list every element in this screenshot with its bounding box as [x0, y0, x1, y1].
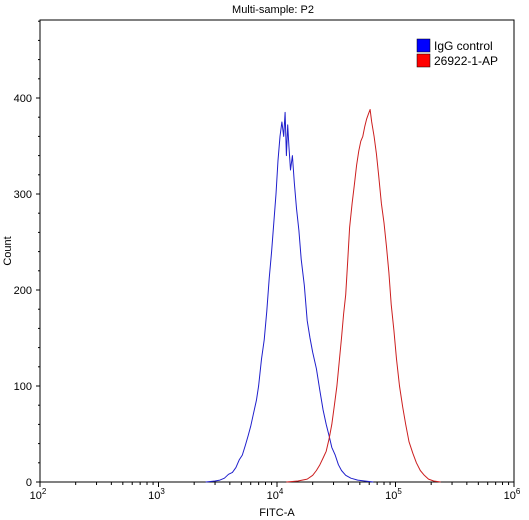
y-tick-label: 100	[14, 381, 32, 393]
y-tick-label: 300	[14, 189, 32, 201]
chart-title: Multi-sample: P2	[232, 4, 314, 16]
x-axis: 102 103 104 105 106	[30, 482, 521, 502]
x-tick-label: 102	[30, 487, 47, 502]
x-axis-label: FITC-A	[259, 507, 295, 519]
histogram-line-igg-control	[205, 111, 374, 483]
y-tick-label: 400	[14, 93, 32, 105]
legend-swatch	[416, 53, 431, 68]
legend-label: 26922-1-AP	[434, 54, 498, 68]
x-tick-label: 104	[267, 487, 284, 502]
series-layer	[205, 109, 441, 483]
y-axis: 0 100 200 300 400	[14, 20, 40, 489]
legend-label: IgG control	[434, 39, 493, 53]
x-tick-label: 106	[504, 487, 521, 502]
y-axis-label: Count	[2, 236, 14, 265]
plot-area-frame	[39, 19, 515, 483]
y-tick-label: 0	[26, 477, 32, 489]
histogram-line-26922-1-ap	[286, 109, 441, 483]
x-tick-label: 105	[385, 487, 402, 502]
x-tick-label: 103	[148, 487, 165, 502]
legend-swatch	[416, 38, 431, 53]
y-tick-label: 200	[14, 285, 32, 297]
